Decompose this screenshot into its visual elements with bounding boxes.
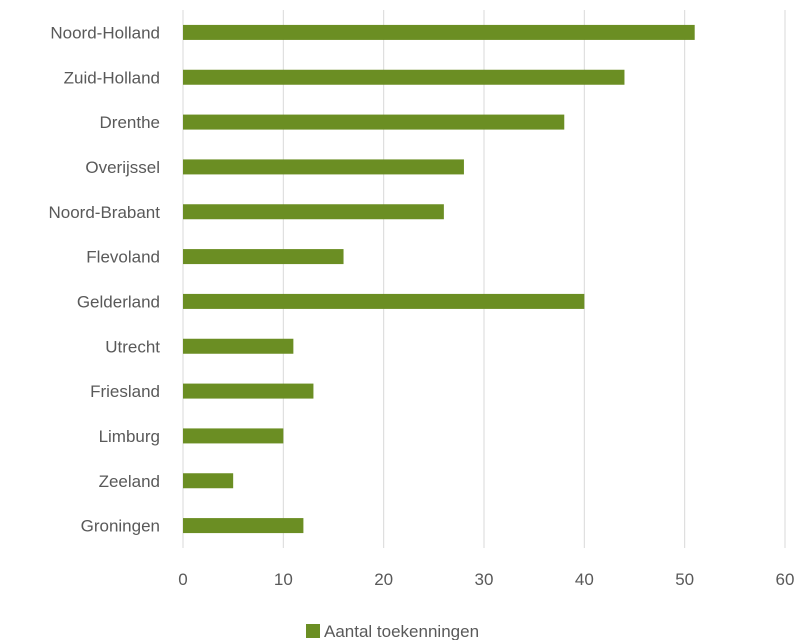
bar: [183, 383, 314, 399]
x-axis-tick-labels: 0 10 20 30 40 50 60: [178, 570, 794, 589]
bar: [183, 293, 585, 309]
bar: [183, 69, 625, 85]
x-tick-label: 30: [475, 570, 494, 589]
category-label: Zeeland: [99, 472, 160, 491]
bar: [183, 428, 284, 444]
category-label: Zuid-Holland: [64, 68, 160, 87]
bar: [183, 159, 464, 175]
bars: [183, 24, 695, 534]
category-label: Overijssel: [85, 158, 160, 177]
x-tick-label: 60: [776, 570, 795, 589]
category-label: Gelderland: [77, 292, 160, 311]
bar: [183, 518, 304, 534]
x-tick-label: 50: [675, 570, 694, 589]
category-label: Groningen: [81, 517, 160, 536]
bar: [183, 473, 234, 489]
x-tick-label: 20: [374, 570, 393, 589]
x-tick-label: 10: [274, 570, 293, 589]
category-labels: Noord-Holland Zuid-Holland Drenthe Overijss…: [48, 23, 160, 535]
category-label: Noord-Holland: [50, 23, 160, 42]
legend: Aantal toekenningen: [306, 622, 479, 640]
category-label: Drenthe: [100, 113, 160, 132]
category-label: Flevoland: [86, 248, 160, 267]
category-label: Friesland: [90, 382, 160, 401]
x-tick-label: 0: [178, 570, 187, 589]
bar: [183, 338, 294, 354]
category-label: Limburg: [99, 427, 160, 446]
bar: [183, 24, 695, 40]
legend-swatch: [306, 624, 320, 638]
x-tick-label: 40: [575, 570, 594, 589]
bar: [183, 204, 444, 220]
gridlines: [182, 10, 786, 548]
category-label: Noord-Brabant: [48, 203, 160, 222]
legend-label: Aantal toekenningen: [324, 622, 479, 640]
bar: [183, 249, 344, 265]
category-label: Utrecht: [105, 337, 160, 356]
bar: [183, 114, 565, 130]
